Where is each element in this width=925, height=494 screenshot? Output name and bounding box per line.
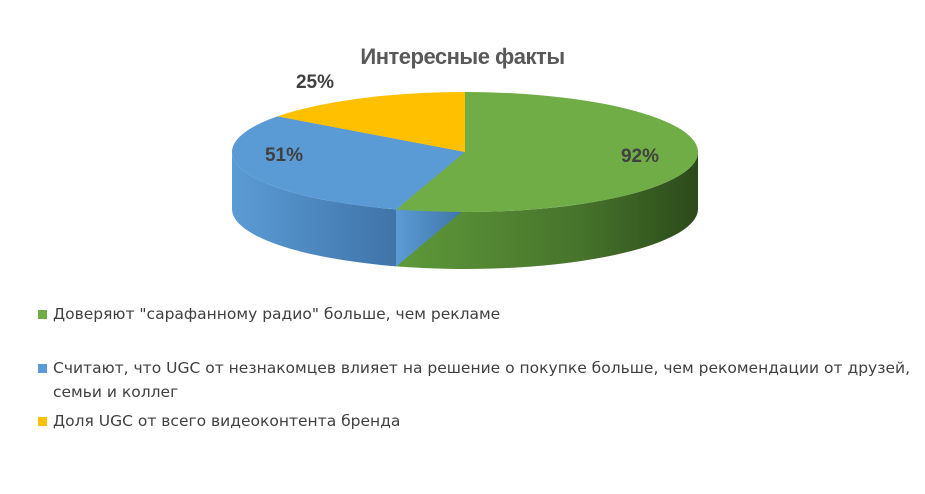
- data-label-0: 92%: [621, 146, 659, 167]
- legend-label: Доля UGC от всего видеоконтента бренда: [53, 412, 401, 430]
- legend-item-word-of-mouth: Доверяют "сарафанному радио" больше, чем…: [38, 302, 913, 326]
- data-label-1: 51%: [265, 145, 303, 166]
- chart-title: Интересные факты: [360, 44, 565, 69]
- pie-slice-1: [231, 116, 465, 210]
- pie-slice-0: [396, 92, 698, 212]
- legend-swatch-green: [38, 310, 47, 319]
- data-label-2: 25%: [296, 72, 334, 93]
- legend-label: Считают, что UGC от незнакомцев влияет н…: [53, 359, 911, 401]
- legend-swatch-blue: [38, 364, 47, 373]
- legend-item-ugc-influence: Считают, что UGC от незнакомцев влияет н…: [38, 356, 913, 404]
- pie-side-1: [232, 152, 397, 267]
- pie-slice-2: [277, 92, 465, 152]
- pie-chart: 92% 51% 25%: [231, 72, 698, 270]
- legend-item-ugc-share: Доля UGC от всего видеоконтента бренда: [38, 409, 913, 433]
- legend-label: Доверяют "сарафанному радио" больше, чем…: [53, 305, 501, 323]
- pie-side-0: [396, 152, 698, 270]
- legend-swatch-yellow: [38, 417, 47, 426]
